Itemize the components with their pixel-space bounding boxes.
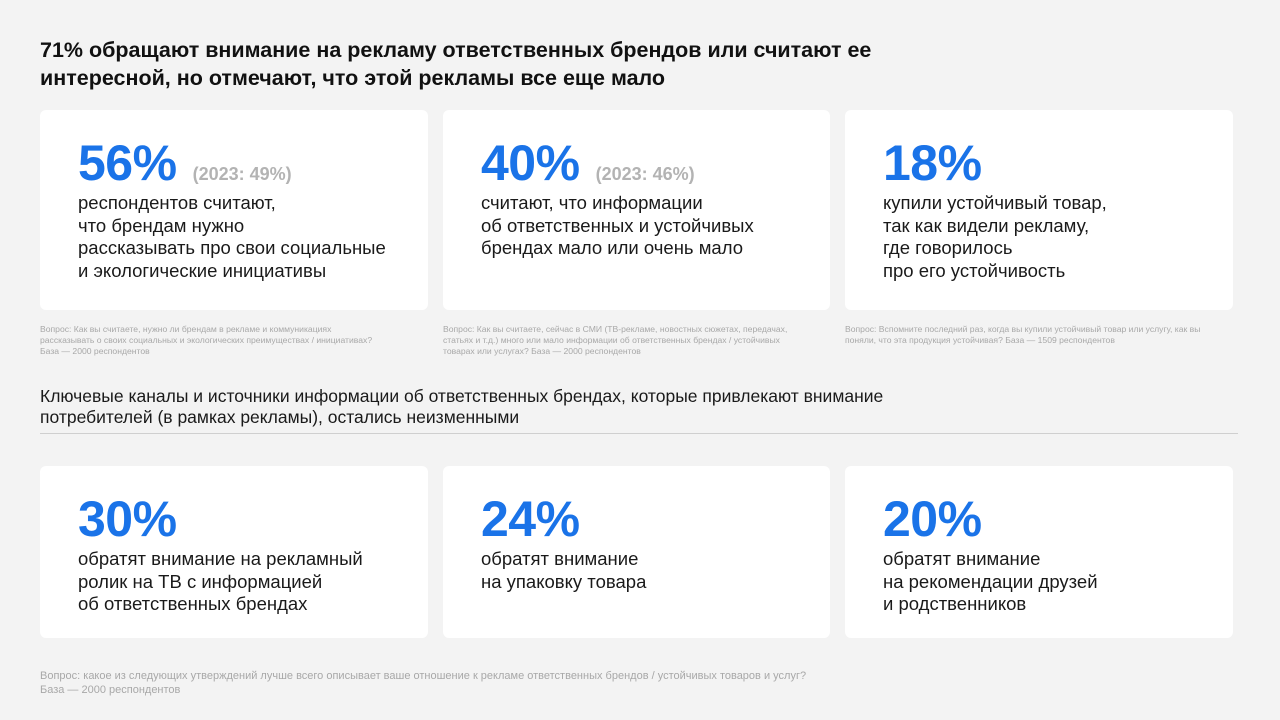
stat-card-24: 24% обратят внимание на упаковку товара (443, 466, 830, 638)
stat-description-line: считают, что информации (481, 192, 703, 213)
stat-description-line: что брендам нужно (78, 214, 245, 236)
question-note: Вопрос: Как вы считаете, сейчас в СМИ (Т… (443, 324, 788, 356)
stat-description-line: так как видели рекламу, (883, 214, 1090, 236)
stat-value: 24% (481, 491, 580, 547)
page-title: 71% обращают внимание на рекламу ответст… (40, 38, 872, 90)
stat-description-line: брендах мало или очень мало (481, 237, 744, 258)
stat-card-18: 18% купили устойчивый товар, так как вид… (845, 110, 1233, 310)
stat-card-56: 56% (2023: 49%) респондентов считают, чт… (40, 110, 428, 310)
stat-description-line: и родственников (883, 593, 1027, 614)
stat-description: обратят внимание на упаковку товара (481, 548, 806, 593)
stat-description-line: обратят внимание (883, 548, 1041, 569)
stat-description: обратят внимание на рекламный ролик на Т… (78, 548, 404, 616)
question-note: Вопрос: Вспомните последний раз, когда в… (845, 324, 1201, 345)
stat-previous-year: (2023: 46%) (595, 164, 695, 184)
question-note: Вопрос: Как вы считаете, нужно ли бренда… (40, 324, 373, 356)
section-subtitle: Ключевые каналы и источники информации о… (40, 386, 884, 427)
stat-value: 20% (883, 491, 982, 547)
stat-description-line: обратят внимание (481, 548, 639, 569)
stat-description-line: и экологические инициативы (78, 259, 327, 281)
stat-description-line: где говорилось (883, 237, 1013, 258)
stat-description-line: респондентов считают, (78, 192, 276, 213)
stat-card-20: 20% обратят внимание на рекомендации дру… (845, 466, 1233, 638)
footer-question: Вопрос: какое из следующих утверждений л… (40, 670, 807, 682)
stat-description: считают, что информации об ответственных… (481, 192, 806, 260)
footer-note: Вопрос: какое из следующих утверждений л… (40, 669, 1040, 697)
footer-base: База — 2000 респондентов (40, 684, 181, 696)
stat-description-line: обратят внимание на рекламный (78, 548, 363, 569)
section-divider (40, 433, 1238, 434)
stat-value: 40% (481, 135, 580, 191)
stat-description-line: купили устойчивый товар, (883, 192, 1107, 213)
stat-card-30: 30% обратят внимание на рекламный ролик … (40, 466, 428, 638)
stat-description-line: об ответственных и устойчивых (481, 214, 754, 236)
stat-description-line: рассказывать про свои социальные (78, 237, 386, 258)
stat-value: 56% (78, 135, 177, 191)
stat-description: обратят внимание на рекомендации друзей … (883, 548, 1209, 616)
stat-description-line: ролик на ТВ с информацией (78, 570, 323, 592)
stat-description: купили устойчивый товар, так как видели … (883, 192, 1209, 282)
stat-description: респондентов считают, что брендам нужно … (78, 192, 404, 282)
stat-description-line: про его устойчивость (883, 259, 1066, 281)
stat-value: 30% (78, 491, 177, 547)
stat-description-line: на упаковку товара (481, 570, 647, 592)
stat-description-line: на рекомендации друзей (883, 570, 1098, 592)
stat-description-line: об ответственных брендах (78, 593, 308, 614)
stat-previous-year: (2023: 49%) (192, 164, 292, 184)
stat-value: 18% (883, 135, 982, 191)
stat-card-40: 40% (2023: 46%) считают, что информации … (443, 110, 830, 310)
